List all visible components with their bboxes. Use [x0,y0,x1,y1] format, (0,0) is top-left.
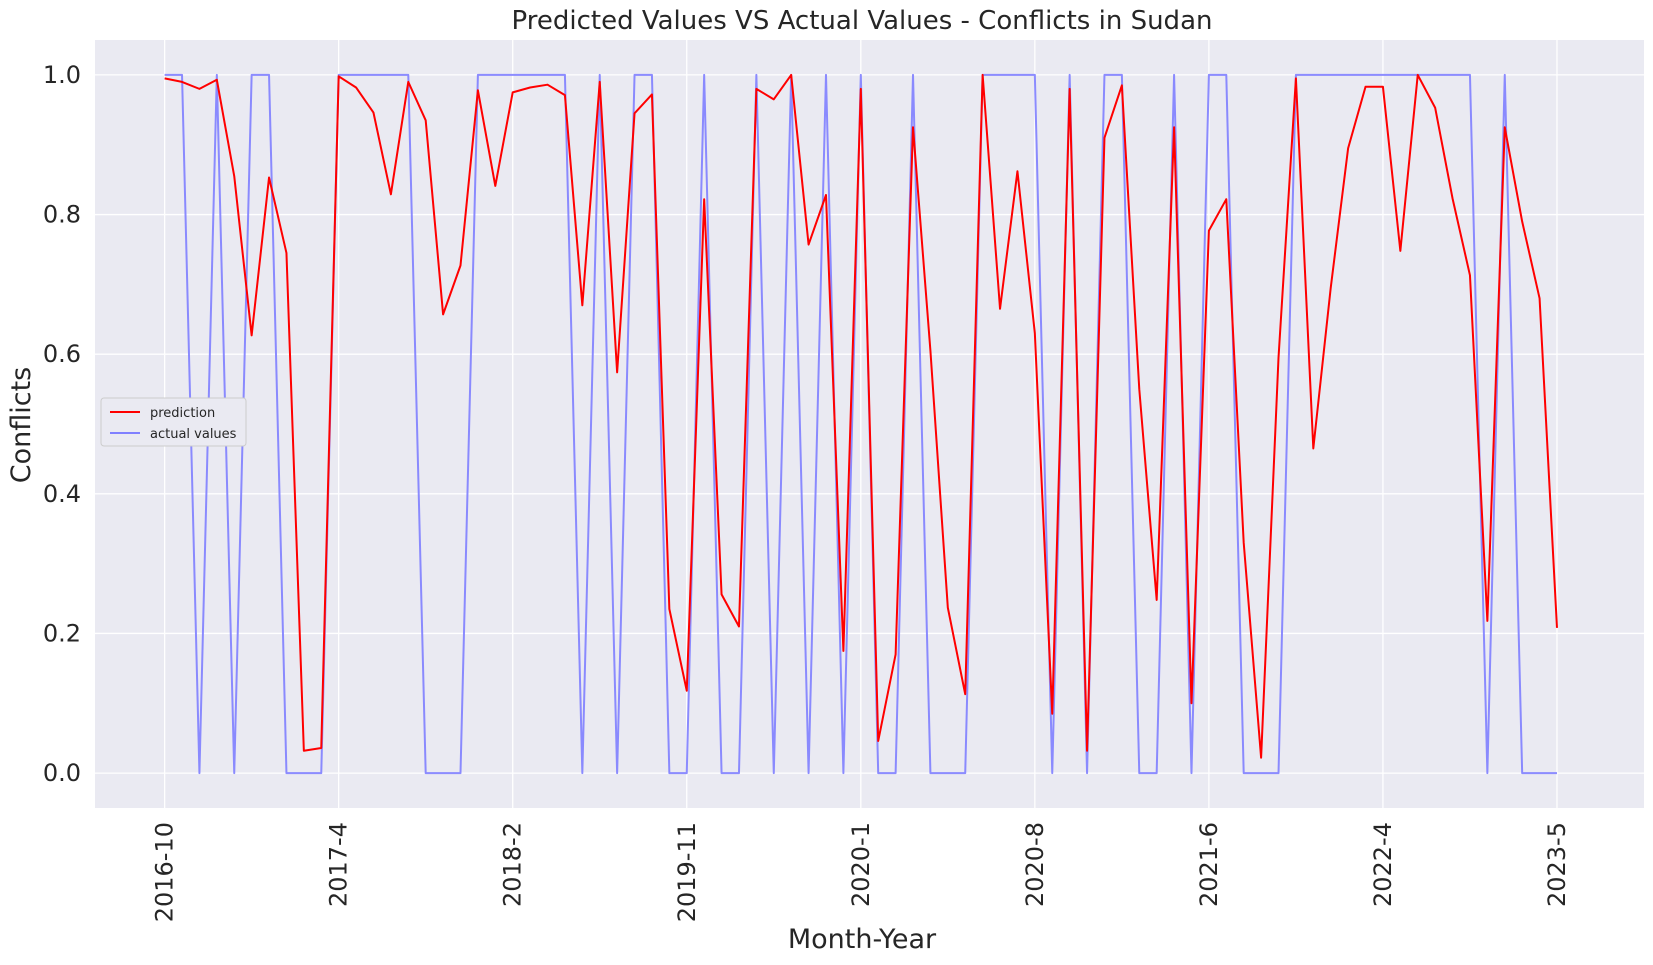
grid-lines [95,40,1644,808]
y-tick-label: 0.8 [43,201,81,229]
series-line-prediction [164,73,1558,759]
x-tick-label: 2017-4 [325,822,353,907]
x-axis-label: Month-Year [788,924,937,955]
y-tick-label: 0.0 [43,759,81,787]
y-tick-label: 0.2 [43,619,81,647]
x-axis-ticks: 2016-10 2017-4 2018-2 2019-11 2020-1 2020-8 20… [151,822,1571,922]
x-tick-label: 2020-8 [1021,822,1049,907]
x-tick-label: 2023-5 [1543,822,1571,907]
x-tick-label: 2020-1 [847,822,875,907]
y-tick-label: 0.6 [43,340,81,368]
y-axis-label: Conflicts [6,367,37,484]
chart-title: Predicted Values VS Actual Values - Conf… [512,6,1213,36]
x-tick-label: 2021-6 [1195,822,1223,907]
x-tick-label: 2018-2 [499,822,527,907]
y-tick-label: 0.4 [43,480,81,508]
series-line-actual-values [164,73,1557,775]
series-lines [164,73,1558,775]
x-tick-label: 2016-10 [151,822,179,922]
legend-label-actual-values: actual values [150,427,237,442]
x-tick-label: 2022-4 [1369,822,1397,907]
legend: prediction actual values [100,397,247,447]
y-tick-label: 1.0 [43,61,81,89]
x-tick-label: 2019-11 [673,822,701,922]
y-axis-ticks: 0.0 0.2 0.4 0.6 0.8 1.0 [43,61,81,787]
legend-label-prediction: prediction [150,406,215,421]
